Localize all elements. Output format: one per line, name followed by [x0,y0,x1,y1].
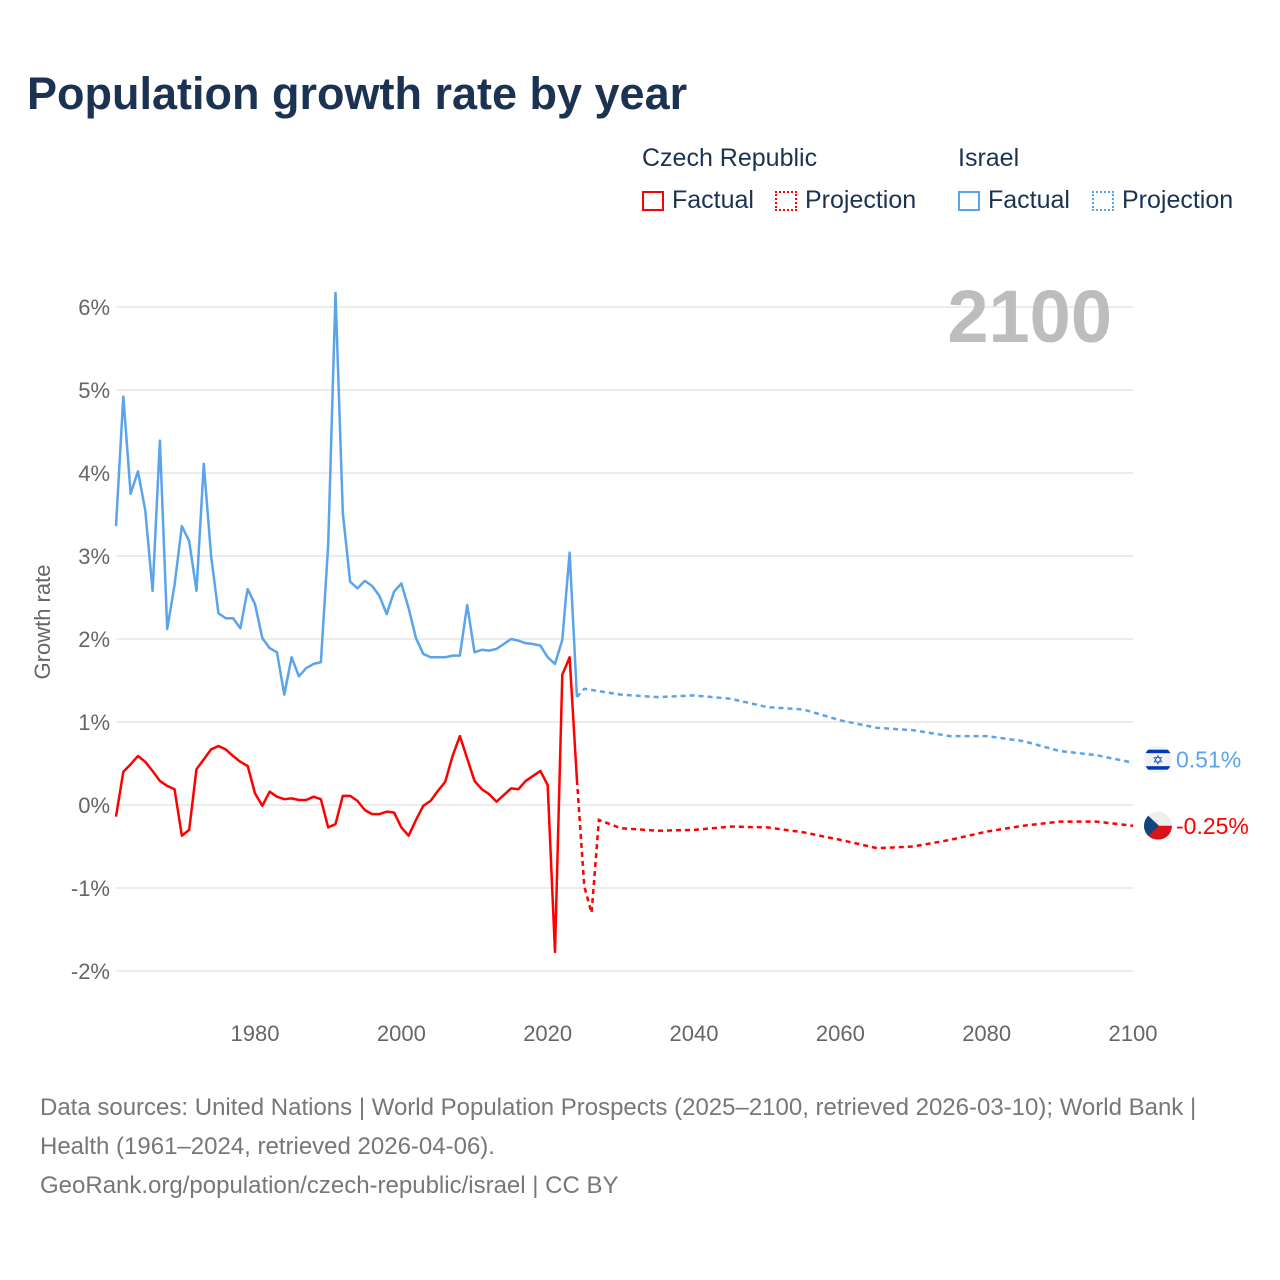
legend-swatch-solid [958,190,980,211]
legend-label: Projection [805,186,917,214]
year-watermark: 2100 [947,275,1112,358]
legend-czech-projection[interactable]: Projection [775,186,916,215]
legend-label: Factual [672,186,754,214]
legend-swatch-dotted [1092,190,1114,211]
x-tick-label: 1980 [231,1021,280,1046]
source-link[interactable]: GeoRank.org/population/czech-republic/is… [40,1172,619,1199]
y-tick-label: 1% [78,710,110,735]
x-tick-label: 2020 [523,1021,572,1046]
legend-group-czech: Czech Republic [642,144,818,172]
x-tick-label: 2060 [816,1021,865,1046]
legend-swatch-dotted [775,190,797,211]
y-tick-label: 2% [78,627,110,652]
czech-flag-icon [1144,811,1172,840]
legend-swatch-solid [642,190,664,211]
x-tick-label: 2000 [377,1021,426,1046]
chart-title: Population growth rate by year [27,68,688,119]
x-tick-label: 2040 [670,1021,719,1046]
legend-israel-projection[interactable]: Projection [1092,186,1233,215]
israel-projection-line [576,687,1134,764]
svg-text:✡: ✡ [1153,753,1164,768]
source-note: Data sources: United Nations | World Pop… [40,1088,1240,1205]
israel-end-label: 0.51% [1176,747,1241,773]
israel-factual-line [114,291,579,698]
legend-group-israel: Israel [958,144,1020,172]
czech-republic-factual-line [114,656,579,954]
czech-republic-end-label: -0.25% [1176,813,1249,839]
x-tick-label: 2100 [1109,1021,1158,1046]
legend-czech-factual[interactable]: Factual [642,186,754,215]
y-axis-label: Growth rate [30,565,55,680]
y-tick-label: 0% [78,793,110,818]
y-tick-label: 5% [78,378,110,403]
source-line: Data sources: United Nations | World Pop… [40,1094,1197,1160]
czech-republic-projection-line [575,780,1134,914]
legend-label: Projection [1122,186,1234,214]
y-tick-label: -2% [71,959,110,984]
y-tick-label: -1% [71,876,110,901]
legend-label: Factual [988,186,1070,214]
legend-israel-factual[interactable]: Factual [958,186,1070,215]
x-tick-label: 2080 [962,1021,1011,1046]
y-tick-label: 6% [78,295,110,320]
israel-flag-icon: ✡ [1144,745,1172,774]
y-tick-label: 3% [78,544,110,569]
y-tick-label: 4% [78,461,110,486]
